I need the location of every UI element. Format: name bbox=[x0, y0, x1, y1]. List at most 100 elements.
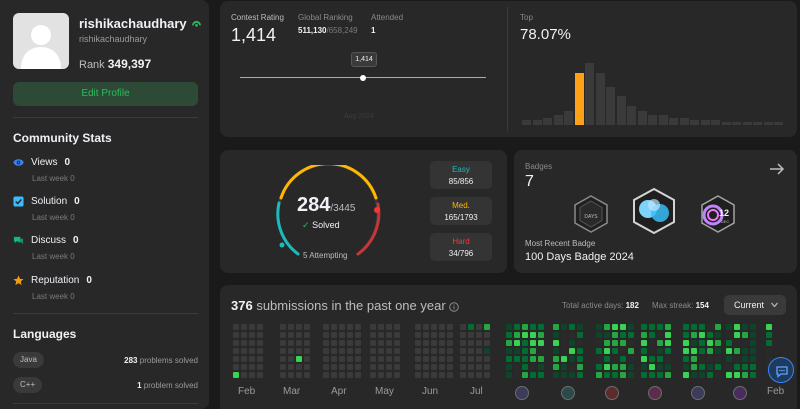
mini-badge-icon[interactable] bbox=[561, 386, 575, 400]
histogram-bar bbox=[732, 122, 741, 125]
histogram-bar bbox=[753, 122, 762, 125]
language-tag-java[interactable]: Java bbox=[13, 352, 44, 368]
arrow-right-icon[interactable] bbox=[769, 162, 785, 176]
days-badge-icon[interactable]: DAYS bbox=[571, 194, 611, 234]
badges-title: Badges bbox=[525, 162, 553, 171]
attempting-label: 5 Attempting bbox=[303, 251, 348, 260]
language-cpp-count: 1 problem solved bbox=[137, 381, 198, 390]
histogram-bar bbox=[742, 122, 752, 125]
histogram-bar bbox=[774, 122, 783, 125]
mini-badge-icon[interactable] bbox=[691, 386, 705, 400]
month-label: May bbox=[375, 386, 394, 397]
divider bbox=[13, 117, 198, 118]
online-status-icon bbox=[192, 20, 202, 27]
feedback-button[interactable] bbox=[768, 357, 794, 383]
svg-text:DAYS: DAYS bbox=[584, 214, 598, 220]
histogram-bar bbox=[585, 63, 594, 125]
contest-rating-label: Contest Rating bbox=[231, 13, 284, 22]
histogram-bar bbox=[711, 120, 720, 125]
histogram-bar bbox=[553, 115, 563, 125]
user-handle: rishikachaudhary bbox=[79, 34, 148, 44]
languages-title: Languages bbox=[13, 327, 77, 341]
histogram-bar bbox=[637, 111, 647, 125]
stat-solution-lastweek: Last week 0 bbox=[32, 213, 75, 222]
attended-label: Attended bbox=[371, 13, 404, 22]
monthly-badge-dec-icon[interactable]: 12 DEC bbox=[698, 194, 738, 234]
user-placeholder-icon bbox=[21, 25, 61, 69]
rating-date-label: Aug 2024 bbox=[344, 113, 374, 120]
total-active-days: Total active days: 182 bbox=[562, 301, 639, 310]
chevron-down-icon bbox=[771, 302, 778, 308]
divider bbox=[13, 313, 198, 314]
histogram-bar bbox=[669, 118, 678, 125]
contest-rating-value: 1,414 bbox=[231, 25, 277, 45]
month-label: Jul bbox=[470, 386, 483, 397]
max-streak: Max streak: 154 bbox=[652, 301, 709, 310]
solved-label: ✓ Solved bbox=[302, 220, 340, 230]
top-percentage: 78.07% bbox=[520, 26, 571, 43]
star-icon bbox=[13, 275, 24, 286]
recent-badge-label: Most Recent Badge bbox=[525, 239, 596, 248]
profile-sidebar: rishikachaudhary rishikachaudhary Rank 3… bbox=[0, 0, 209, 409]
histogram-bar bbox=[616, 96, 626, 125]
rank: Rank 349,397 bbox=[79, 57, 152, 71]
year-dropdown[interactable]: Current bbox=[724, 295, 786, 315]
global-ranking-value: 511,130/658,249 bbox=[298, 26, 358, 35]
histogram-bar bbox=[721, 122, 731, 125]
recent-badge-name: 100 Days Badge 2024 bbox=[525, 251, 634, 263]
svg-text:12: 12 bbox=[719, 208, 729, 218]
divider bbox=[13, 403, 198, 404]
medium-stat[interactable]: Med. 165/1793 bbox=[430, 197, 492, 225]
svg-text:DEC: DEC bbox=[721, 219, 730, 224]
annual-badge-icon[interactable] bbox=[631, 187, 677, 235]
solved-progress-ring bbox=[276, 165, 381, 256]
hard-stat[interactable]: Hard 34/796 bbox=[430, 233, 492, 261]
contest-card: Contest Rating 1,414 Global Ranking 511,… bbox=[220, 1, 797, 137]
language-java-count: 283 problems solved bbox=[124, 356, 198, 365]
rating-point[interactable] bbox=[360, 75, 366, 81]
histogram-bar bbox=[574, 73, 584, 125]
stat-views-lastweek: Last week 0 bbox=[32, 174, 75, 183]
rating-distribution-histogram bbox=[522, 61, 783, 125]
histogram-bar bbox=[606, 87, 615, 125]
histogram-bar bbox=[522, 120, 531, 125]
badges-count: 7 bbox=[525, 173, 534, 190]
month-label: Mar bbox=[283, 386, 301, 397]
mini-badge-icon[interactable] bbox=[733, 386, 747, 400]
username: rishikachaudhary bbox=[79, 16, 202, 31]
badges-card: Badges 7 DAYS 12 DEC Most Recent Badge 1… bbox=[514, 150, 797, 273]
chat-icon bbox=[13, 236, 24, 245]
check-icon: ✓ bbox=[302, 220, 310, 230]
month-label: Apr bbox=[331, 386, 347, 397]
attended-value: 1 bbox=[371, 26, 376, 35]
stat-views: Views 0 bbox=[13, 157, 70, 168]
mini-badge-icon[interactable] bbox=[648, 386, 662, 400]
stat-discuss-lastweek: Last week 0 bbox=[32, 252, 75, 261]
histogram-bar bbox=[679, 118, 689, 125]
month-label: Feb bbox=[238, 386, 256, 397]
heatmap-title: 376 submissions in the past one year bbox=[231, 298, 460, 313]
language-tag-cpp[interactable]: C++ bbox=[13, 377, 43, 393]
histogram-bar bbox=[627, 106, 636, 125]
mini-badge-icon[interactable] bbox=[605, 386, 619, 400]
info-icon[interactable] bbox=[449, 301, 460, 312]
avatar[interactable] bbox=[13, 13, 69, 69]
stat-solution: Solution 0 bbox=[13, 196, 80, 207]
histogram-bar bbox=[543, 118, 552, 125]
histogram-bar bbox=[658, 115, 668, 125]
histogram-bar bbox=[648, 115, 657, 125]
eye-icon bbox=[13, 159, 24, 166]
easy-stat[interactable]: Easy 85/856 bbox=[430, 161, 492, 189]
solved-card: 284/3445 ✓ Solved 5 Attempting Easy 85/8… bbox=[220, 150, 507, 273]
histogram-bar bbox=[564, 111, 573, 125]
solved-count: 284/3445 bbox=[297, 194, 356, 216]
rating-tooltip: 1,414 bbox=[351, 52, 377, 67]
global-ranking-label: Global Ranking bbox=[298, 13, 353, 22]
month-label: Feb bbox=[767, 386, 785, 397]
histogram-bar bbox=[532, 120, 542, 125]
top-label: Top bbox=[520, 13, 533, 22]
edit-profile-button[interactable]: Edit Profile bbox=[13, 82, 198, 106]
stat-reputation-lastweek: Last week 0 bbox=[32, 292, 75, 301]
histogram-bar bbox=[595, 73, 605, 125]
mini-badge-icon[interactable] bbox=[515, 386, 529, 400]
